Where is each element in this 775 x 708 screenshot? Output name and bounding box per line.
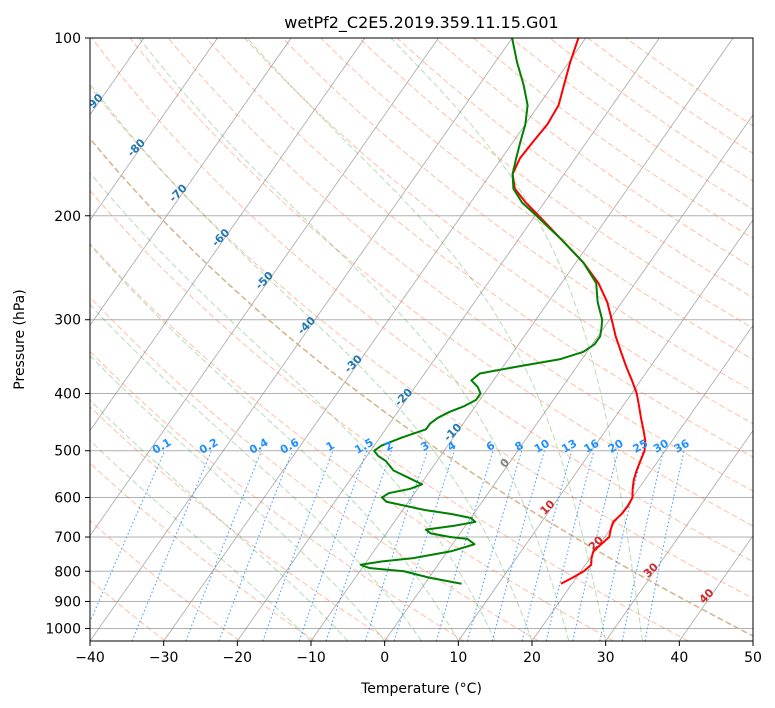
dry-adiabat-line (129, 38, 753, 527)
x-tick-label: −40 (75, 650, 105, 666)
mixing-ratio-line (644, 450, 685, 641)
y-tick-label: 100 (54, 31, 81, 47)
dry-adiabat-line (90, 296, 540, 641)
mixing-ratio-line (298, 450, 368, 641)
x-tick-label: 10 (449, 650, 467, 666)
moist-adiabat-line (246, 38, 607, 641)
y-tick-label: 1000 (45, 621, 81, 637)
y-tick-label: 300 (54, 313, 81, 329)
x-tick-label: 20 (523, 650, 541, 666)
moist-adiabat-line (90, 172, 496, 641)
isotherm-line (679, 535, 753, 641)
mixing-ratio-line (364, 450, 429, 641)
mixing-ratio-line (521, 450, 573, 641)
moist-adiabat-line (90, 244, 459, 641)
mixing-ratio-line (545, 450, 595, 641)
isotherm-line (90, 38, 439, 537)
mixing-ratio-line (621, 450, 664, 641)
mixing-ratio-line (599, 450, 644, 641)
x-tick-label: −20 (223, 650, 253, 666)
reference-adiabat-line (90, 137, 753, 637)
moist-adiabat-line (90, 399, 349, 641)
y-tick-label: 700 (54, 530, 81, 546)
isotherm-line (163, 38, 587, 641)
dewpoint-profile-line (359, 38, 604, 585)
x-axis-label: Temperature (°C) (360, 681, 482, 697)
isotherm-line (310, 38, 734, 641)
isotherm-line (90, 38, 292, 326)
dry-adiabat-line (91, 38, 753, 563)
y-tick-label: 600 (54, 490, 81, 506)
isotherm-line (237, 38, 660, 641)
mixing-ratio-line (393, 450, 455, 641)
mixing-ratio-line (262, 450, 334, 641)
x-tick-label: 40 (670, 650, 688, 666)
isotherm-line (90, 38, 366, 432)
dry-adiabat-line (90, 190, 689, 641)
mixing-ratio-line (435, 450, 494, 641)
isotherm-line (531, 324, 753, 641)
mixing-ratio-line (572, 450, 619, 641)
mixing-ratio-line (467, 450, 523, 641)
moist-adiabat-line (90, 303, 422, 641)
y-tick-label: 900 (54, 594, 81, 610)
dry-adiabat-line (90, 350, 465, 641)
x-tick-label: −30 (149, 650, 179, 666)
dry-adiabat-line (90, 242, 614, 641)
dry-adiabat-line (396, 38, 753, 299)
isotherm-line (384, 114, 753, 641)
mixing-ratio-line (491, 450, 545, 641)
isotherm-line (458, 219, 753, 641)
dry-adiabat-line (90, 520, 241, 641)
moist-adiabat-line (90, 83, 533, 641)
dry-adiabat-line (167, 38, 753, 492)
x-tick-label: −10 (296, 650, 326, 666)
y-tick-label: 800 (54, 564, 81, 580)
moist-adiabat-line (90, 354, 386, 641)
y-tick-label: 400 (54, 387, 81, 403)
x-tick-label: 30 (597, 650, 615, 666)
dry-adiabat-line (358, 38, 753, 329)
dry-adiabat-line (90, 86, 753, 599)
chart-title: wetPf2_C2E5.2019.359.11.15.G01 (284, 13, 558, 33)
dry-adiabat-line (473, 38, 753, 239)
mixing-ratio-line (90, 450, 166, 624)
dry-adiabat-line (434, 38, 753, 269)
isotherm-line (90, 38, 513, 641)
moist-adiabat-line (138, 38, 570, 641)
isotherm-line (605, 429, 753, 641)
dry-adiabat-line (587, 38, 753, 154)
mixing-ratio-line (325, 450, 393, 641)
isotherm-line (90, 38, 218, 221)
y-axis-label: Pressure (hPa) (12, 289, 28, 389)
dry-adiabat-line (244, 38, 753, 425)
dry-adiabat-line (205, 38, 753, 458)
moist-adiabat-line (90, 439, 312, 641)
y-tick-label: 200 (54, 209, 81, 225)
moist-adiabat-line (390, 38, 643, 641)
y-tick-label: 500 (54, 444, 81, 460)
x-tick-label: 0 (380, 650, 389, 666)
plot-frame (89, 37, 754, 642)
x-tick-label: 50 (744, 650, 762, 666)
dry-adiabat-line (90, 405, 390, 641)
